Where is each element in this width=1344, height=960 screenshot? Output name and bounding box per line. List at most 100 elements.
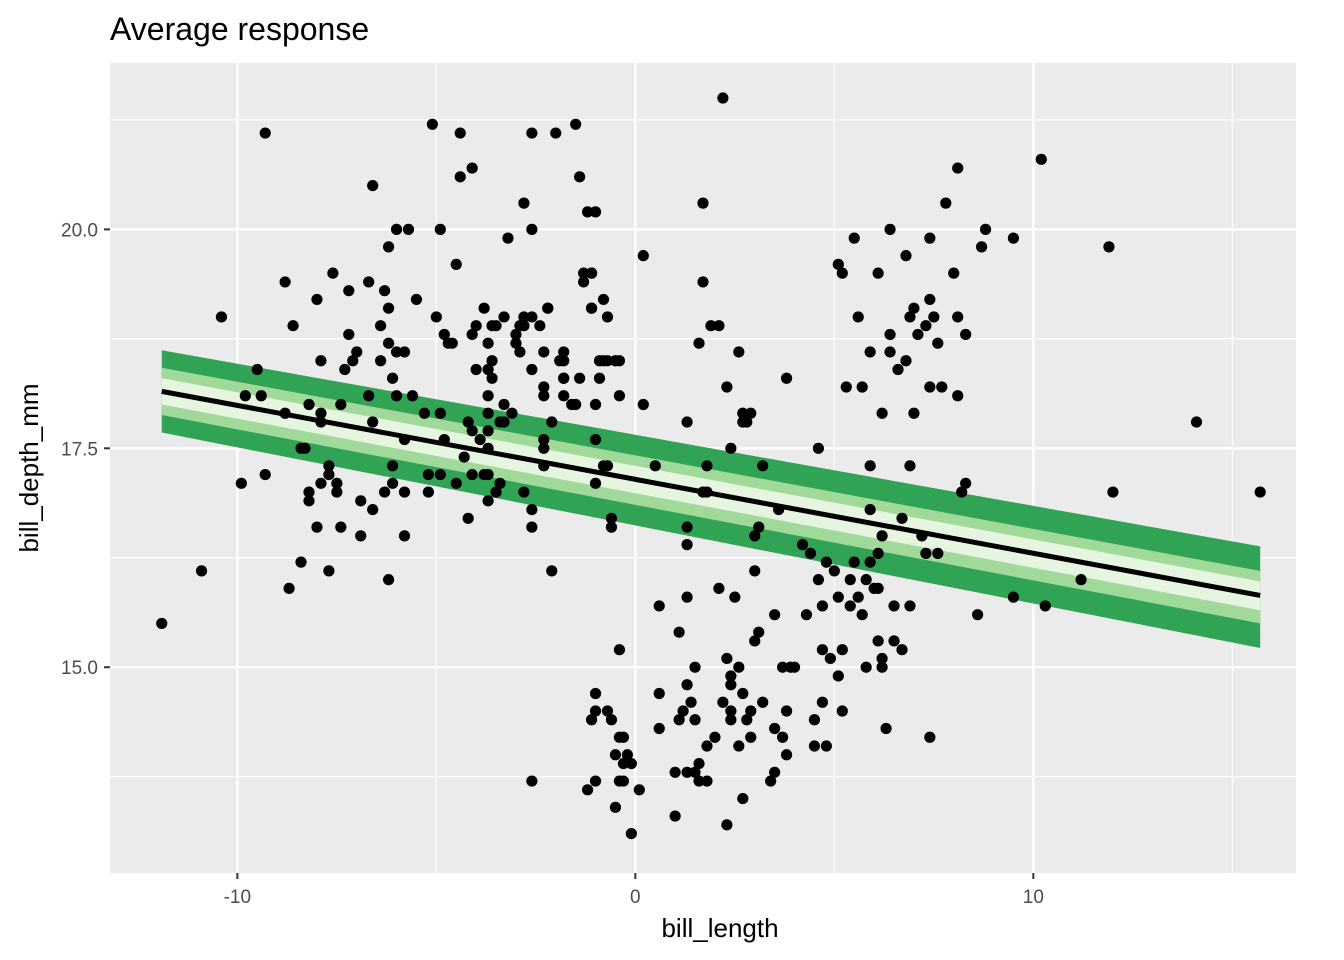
data-point <box>482 337 494 349</box>
data-point <box>876 407 888 419</box>
data-point <box>780 705 793 717</box>
data-point <box>709 731 721 743</box>
data-point <box>259 468 271 481</box>
data-point <box>669 766 681 778</box>
data-point <box>343 285 355 297</box>
data-point <box>617 757 630 770</box>
data-point <box>733 740 745 752</box>
data-point <box>518 320 530 332</box>
data-point <box>844 574 856 586</box>
data-point <box>605 512 618 524</box>
data-point <box>776 661 789 673</box>
data-point <box>896 644 908 656</box>
data-point <box>351 346 363 358</box>
data-point <box>745 705 757 717</box>
data-point <box>872 635 884 647</box>
data-point <box>800 609 813 621</box>
data-point <box>474 433 486 446</box>
data-point <box>251 363 263 376</box>
data-point <box>518 311 530 323</box>
trend-line-group <box>161 388 1261 598</box>
data-point <box>498 398 510 411</box>
data-point <box>502 232 514 244</box>
data-point <box>904 600 916 612</box>
data-point <box>410 293 423 306</box>
data-point <box>538 442 550 454</box>
data-point <box>836 705 848 717</box>
data-point <box>621 749 633 761</box>
data-point <box>454 171 466 183</box>
x-tick-label: 0 <box>630 887 641 908</box>
data-point <box>367 503 379 516</box>
data-point <box>382 302 395 314</box>
data-point <box>653 600 665 612</box>
data-point <box>693 757 705 770</box>
data-point <box>725 705 737 717</box>
data-point <box>605 521 618 533</box>
data-point <box>804 547 817 559</box>
data-point <box>717 92 729 104</box>
data-point <box>558 390 570 402</box>
data-point <box>681 416 693 428</box>
data-point <box>538 433 550 446</box>
data-point <box>597 293 610 306</box>
data-point <box>749 565 761 577</box>
data-point <box>733 661 745 673</box>
x-axis-ticks: -10 0 10 <box>224 873 1044 908</box>
data-point <box>613 355 626 367</box>
data-point <box>482 363 494 376</box>
data-point <box>689 766 701 778</box>
data-point <box>331 486 343 498</box>
data-point <box>617 775 630 787</box>
data-point <box>689 714 701 726</box>
data-point <box>900 250 912 262</box>
data-point <box>780 372 793 384</box>
data-point <box>725 670 737 682</box>
data-point <box>952 390 964 402</box>
data-point <box>585 714 598 726</box>
data-point <box>375 355 387 367</box>
data-point <box>434 468 446 481</box>
data-point <box>848 556 860 568</box>
grid-minor <box>110 63 1296 873</box>
data-point <box>856 381 868 393</box>
data-point <box>601 311 614 323</box>
data-point <box>526 363 538 376</box>
data-point <box>398 530 411 542</box>
data-point <box>920 547 932 559</box>
data-point <box>526 503 538 516</box>
data-point <box>315 407 327 419</box>
data-point <box>570 398 582 411</box>
y-tick-label: 17.5 <box>61 439 98 460</box>
data-point <box>848 232 860 244</box>
data-point <box>780 749 793 761</box>
data-point <box>589 398 602 411</box>
data-point <box>601 460 614 472</box>
data-point <box>681 539 693 551</box>
data-point <box>546 565 558 577</box>
trend-line <box>161 388 1261 598</box>
data-point <box>446 337 458 349</box>
data-point <box>776 731 789 743</box>
data-point <box>888 635 900 647</box>
data-point <box>864 503 876 516</box>
data-point <box>382 337 395 349</box>
data-point <box>609 801 622 813</box>
data-point <box>279 276 291 288</box>
data-point <box>673 714 685 726</box>
data-point <box>299 442 311 454</box>
data-point <box>422 486 434 498</box>
data-point <box>578 267 590 279</box>
data-point <box>769 609 781 621</box>
data-point <box>195 565 208 577</box>
data-point <box>884 346 896 358</box>
data-point <box>259 127 271 139</box>
data-point <box>856 609 868 621</box>
data-point <box>235 477 247 489</box>
data-point <box>315 355 327 367</box>
data-point <box>382 574 395 586</box>
data-point <box>494 477 506 489</box>
data-point <box>426 118 438 130</box>
data-point <box>510 328 522 341</box>
data-point <box>466 468 478 481</box>
